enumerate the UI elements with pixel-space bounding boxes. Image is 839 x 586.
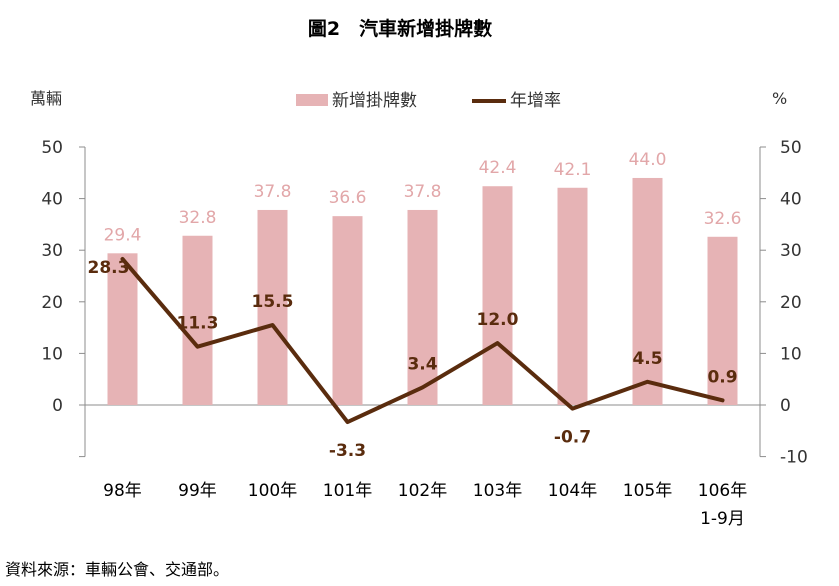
right-tick-label: 0 xyxy=(780,396,791,416)
legend-bar-swatch xyxy=(296,94,328,106)
bar xyxy=(557,187,588,405)
bar-value-label: 37.8 xyxy=(404,182,442,202)
bar-value-label: 44.0 xyxy=(629,150,667,170)
bar xyxy=(407,209,438,405)
bar xyxy=(632,177,663,405)
x-ticks: 98年 99年 100年 101年 102年 103年 104年 105年 106年 1-9月 xyxy=(103,481,747,529)
x-tick-label: 106年 xyxy=(698,481,747,501)
x-tick-label: 104年 xyxy=(548,481,597,501)
x-tick-label: 102年 xyxy=(398,481,447,501)
growth-rate-line xyxy=(120,256,725,425)
bar xyxy=(332,216,363,405)
x-tick-label: 99年 xyxy=(178,481,217,501)
bar-value-label: 29.4 xyxy=(104,225,142,245)
left-tick-label: 0 xyxy=(52,396,63,416)
legend: 新增掛牌數 年增率 xyxy=(296,91,561,111)
left-tick-label: 20 xyxy=(41,293,63,313)
bar xyxy=(482,186,513,405)
line-value-label: 4.5 xyxy=(632,349,662,369)
bar xyxy=(257,209,288,405)
bar xyxy=(707,236,738,405)
legend-line-label: 年增率 xyxy=(510,91,561,111)
left-tick-label: 40 xyxy=(41,190,63,210)
line-value-label: -3.3 xyxy=(329,441,366,461)
right-axis-unit: % xyxy=(772,89,787,108)
bars xyxy=(107,177,738,405)
x-tick-label: 103年 xyxy=(473,481,522,501)
left-tick-label: 50 xyxy=(41,138,63,158)
bar xyxy=(107,253,138,405)
source-note: 資料來源：車輛公會、交通部。 xyxy=(5,560,229,579)
x-tick-label: 100年 xyxy=(248,481,297,501)
line-value-label: 15.5 xyxy=(252,292,294,312)
bar xyxy=(182,235,213,405)
bar-value-label: 42.4 xyxy=(479,158,517,178)
bar-value-label: 37.8 xyxy=(254,182,292,202)
line-value-label: 3.4 xyxy=(407,354,437,374)
right-tick-label: 30 xyxy=(780,241,802,261)
line-value-label: 28.3 xyxy=(88,258,130,278)
right-tick-label: 40 xyxy=(780,190,802,210)
legend-bar-label: 新增掛牌數 xyxy=(332,91,417,111)
left-tick-label: 10 xyxy=(41,344,63,364)
chart-title: 圖2 汽車新增掛牌數 xyxy=(308,17,492,40)
left-axis-unit: 萬輛 xyxy=(30,89,62,108)
x-tick-label: 105年 xyxy=(623,481,672,501)
right-tick-label: -10 xyxy=(780,448,808,468)
right-tick-label: 20 xyxy=(780,293,802,313)
line-value-label: 12.0 xyxy=(477,310,519,330)
bar-value-label: 32.6 xyxy=(704,209,742,229)
x-tick-sublabel: 1-9月 xyxy=(700,509,745,529)
line-value-label: 11.3 xyxy=(177,314,219,334)
left-tick-label: 30 xyxy=(41,241,63,261)
bar-value-label: 32.8 xyxy=(179,208,217,228)
line-value-label: 0.9 xyxy=(707,367,737,387)
x-tick-label: 98年 xyxy=(103,481,142,501)
right-tick-label: 50 xyxy=(780,138,802,158)
bar-value-label: 36.6 xyxy=(329,188,367,208)
bar-value-label: 42.1 xyxy=(554,160,592,180)
labels: 29.4 32.8 37.8 36.6 37.8 42.4 42.1 44.0 32.6 28.3… xyxy=(88,150,742,461)
line-layer xyxy=(120,256,725,425)
right-tick-label: 10 xyxy=(780,344,802,364)
line-value-label: -0.7 xyxy=(554,428,591,448)
x-tick-label: 101年 xyxy=(323,481,372,501)
